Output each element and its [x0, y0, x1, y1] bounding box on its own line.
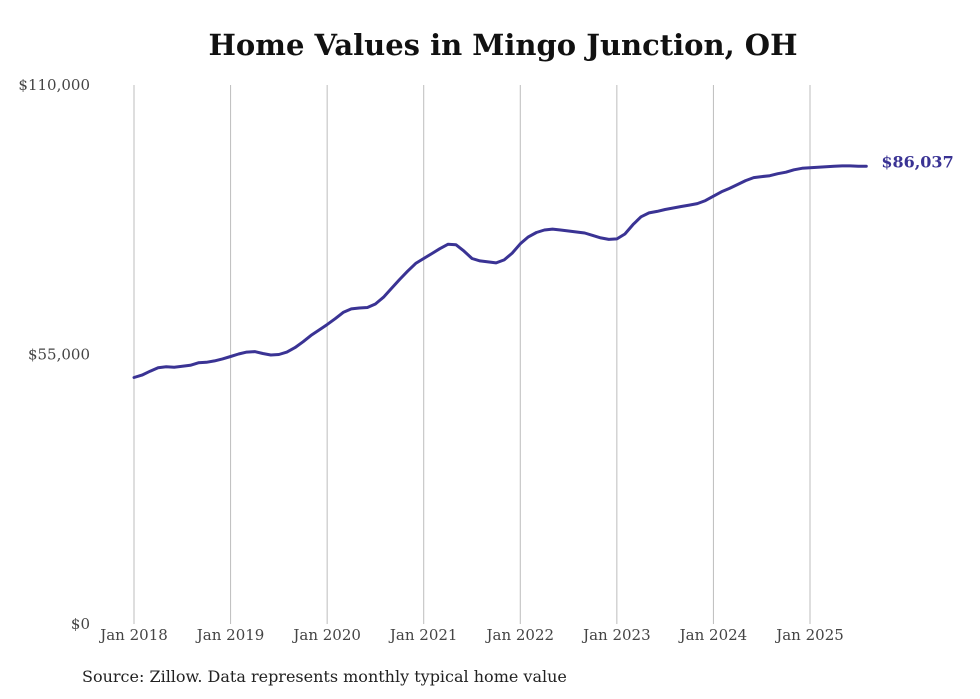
y-tick-label: $110,000 [18, 76, 90, 94]
x-tick-label: Jan 2020 [291, 626, 361, 644]
x-tick-label: Jan 2023 [581, 626, 651, 644]
x-tick-label: Jan 2018 [98, 626, 168, 644]
y-tick-label: $0 [71, 615, 90, 633]
y-axis: $0 $55,000 $110,000 [18, 76, 90, 633]
x-tick-label: Jan 2022 [485, 626, 555, 644]
x-tick-label: Jan 2021 [388, 626, 458, 644]
data-labels: $86,037 [881, 152, 953, 171]
end-value-label: $86,037 [881, 152, 953, 171]
series-line [132, 164, 868, 379]
gridlines [133, 85, 811, 624]
source-note: Source: Zillow. Data represents monthly … [82, 667, 567, 686]
chart-title: Home Values in Mingo Junction, OH [208, 28, 798, 62]
x-tick-label: Jan 2019 [195, 626, 265, 644]
series-group [132, 164, 868, 379]
x-tick-label: Jan 2025 [774, 626, 844, 644]
x-axis: Jan 2018 Jan 2019 Jan 2020 Jan 2021 Jan 2022… [98, 626, 844, 644]
x-tick-label: Jan 2024 [678, 626, 748, 644]
y-tick-label: $55,000 [28, 346, 90, 364]
